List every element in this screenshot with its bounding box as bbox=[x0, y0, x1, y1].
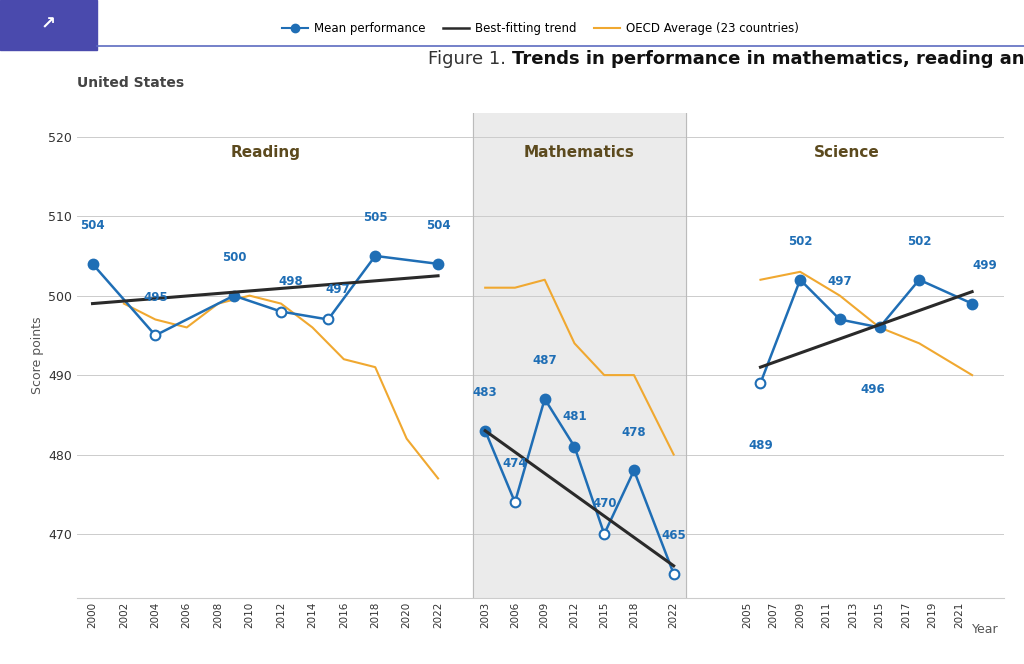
Bar bbox=[0, 0, 97, 50]
Text: 504: 504 bbox=[426, 219, 451, 232]
Legend: Mean performance, Best-fitting trend, OECD Average (23 countries): Mean performance, Best-fitting trend, OE… bbox=[276, 17, 804, 39]
Text: 478: 478 bbox=[622, 426, 646, 439]
Text: Reading: Reading bbox=[230, 145, 300, 159]
Text: 465: 465 bbox=[662, 529, 686, 542]
Text: 504: 504 bbox=[80, 219, 104, 232]
Y-axis label: Score points: Score points bbox=[31, 317, 44, 394]
Bar bbox=[473, 113, 686, 598]
Text: 487: 487 bbox=[532, 354, 557, 367]
Text: 474: 474 bbox=[503, 457, 527, 471]
Text: 499: 499 bbox=[973, 259, 997, 272]
Text: Mathematics: Mathematics bbox=[524, 145, 635, 159]
Text: 495: 495 bbox=[143, 291, 168, 303]
Text: 497: 497 bbox=[827, 275, 852, 288]
Text: 505: 505 bbox=[362, 211, 387, 224]
Text: Year: Year bbox=[972, 623, 998, 636]
Text: 502: 502 bbox=[907, 235, 932, 248]
Text: Science: Science bbox=[814, 145, 880, 159]
Text: 489: 489 bbox=[749, 439, 773, 452]
Text: 498: 498 bbox=[279, 275, 303, 288]
Text: 502: 502 bbox=[787, 235, 812, 248]
Text: 497: 497 bbox=[326, 283, 350, 295]
Text: Trends in performance in mathematics, reading and science: Trends in performance in mathematics, re… bbox=[512, 50, 1024, 68]
Text: 500: 500 bbox=[221, 251, 246, 264]
Text: 481: 481 bbox=[562, 410, 587, 423]
Text: 483: 483 bbox=[473, 386, 498, 399]
Text: United States: United States bbox=[77, 76, 184, 90]
Text: 470: 470 bbox=[592, 497, 616, 510]
Text: 496: 496 bbox=[861, 383, 886, 396]
Text: ↗: ↗ bbox=[41, 15, 55, 33]
Text: Figure 1.: Figure 1. bbox=[428, 50, 512, 68]
